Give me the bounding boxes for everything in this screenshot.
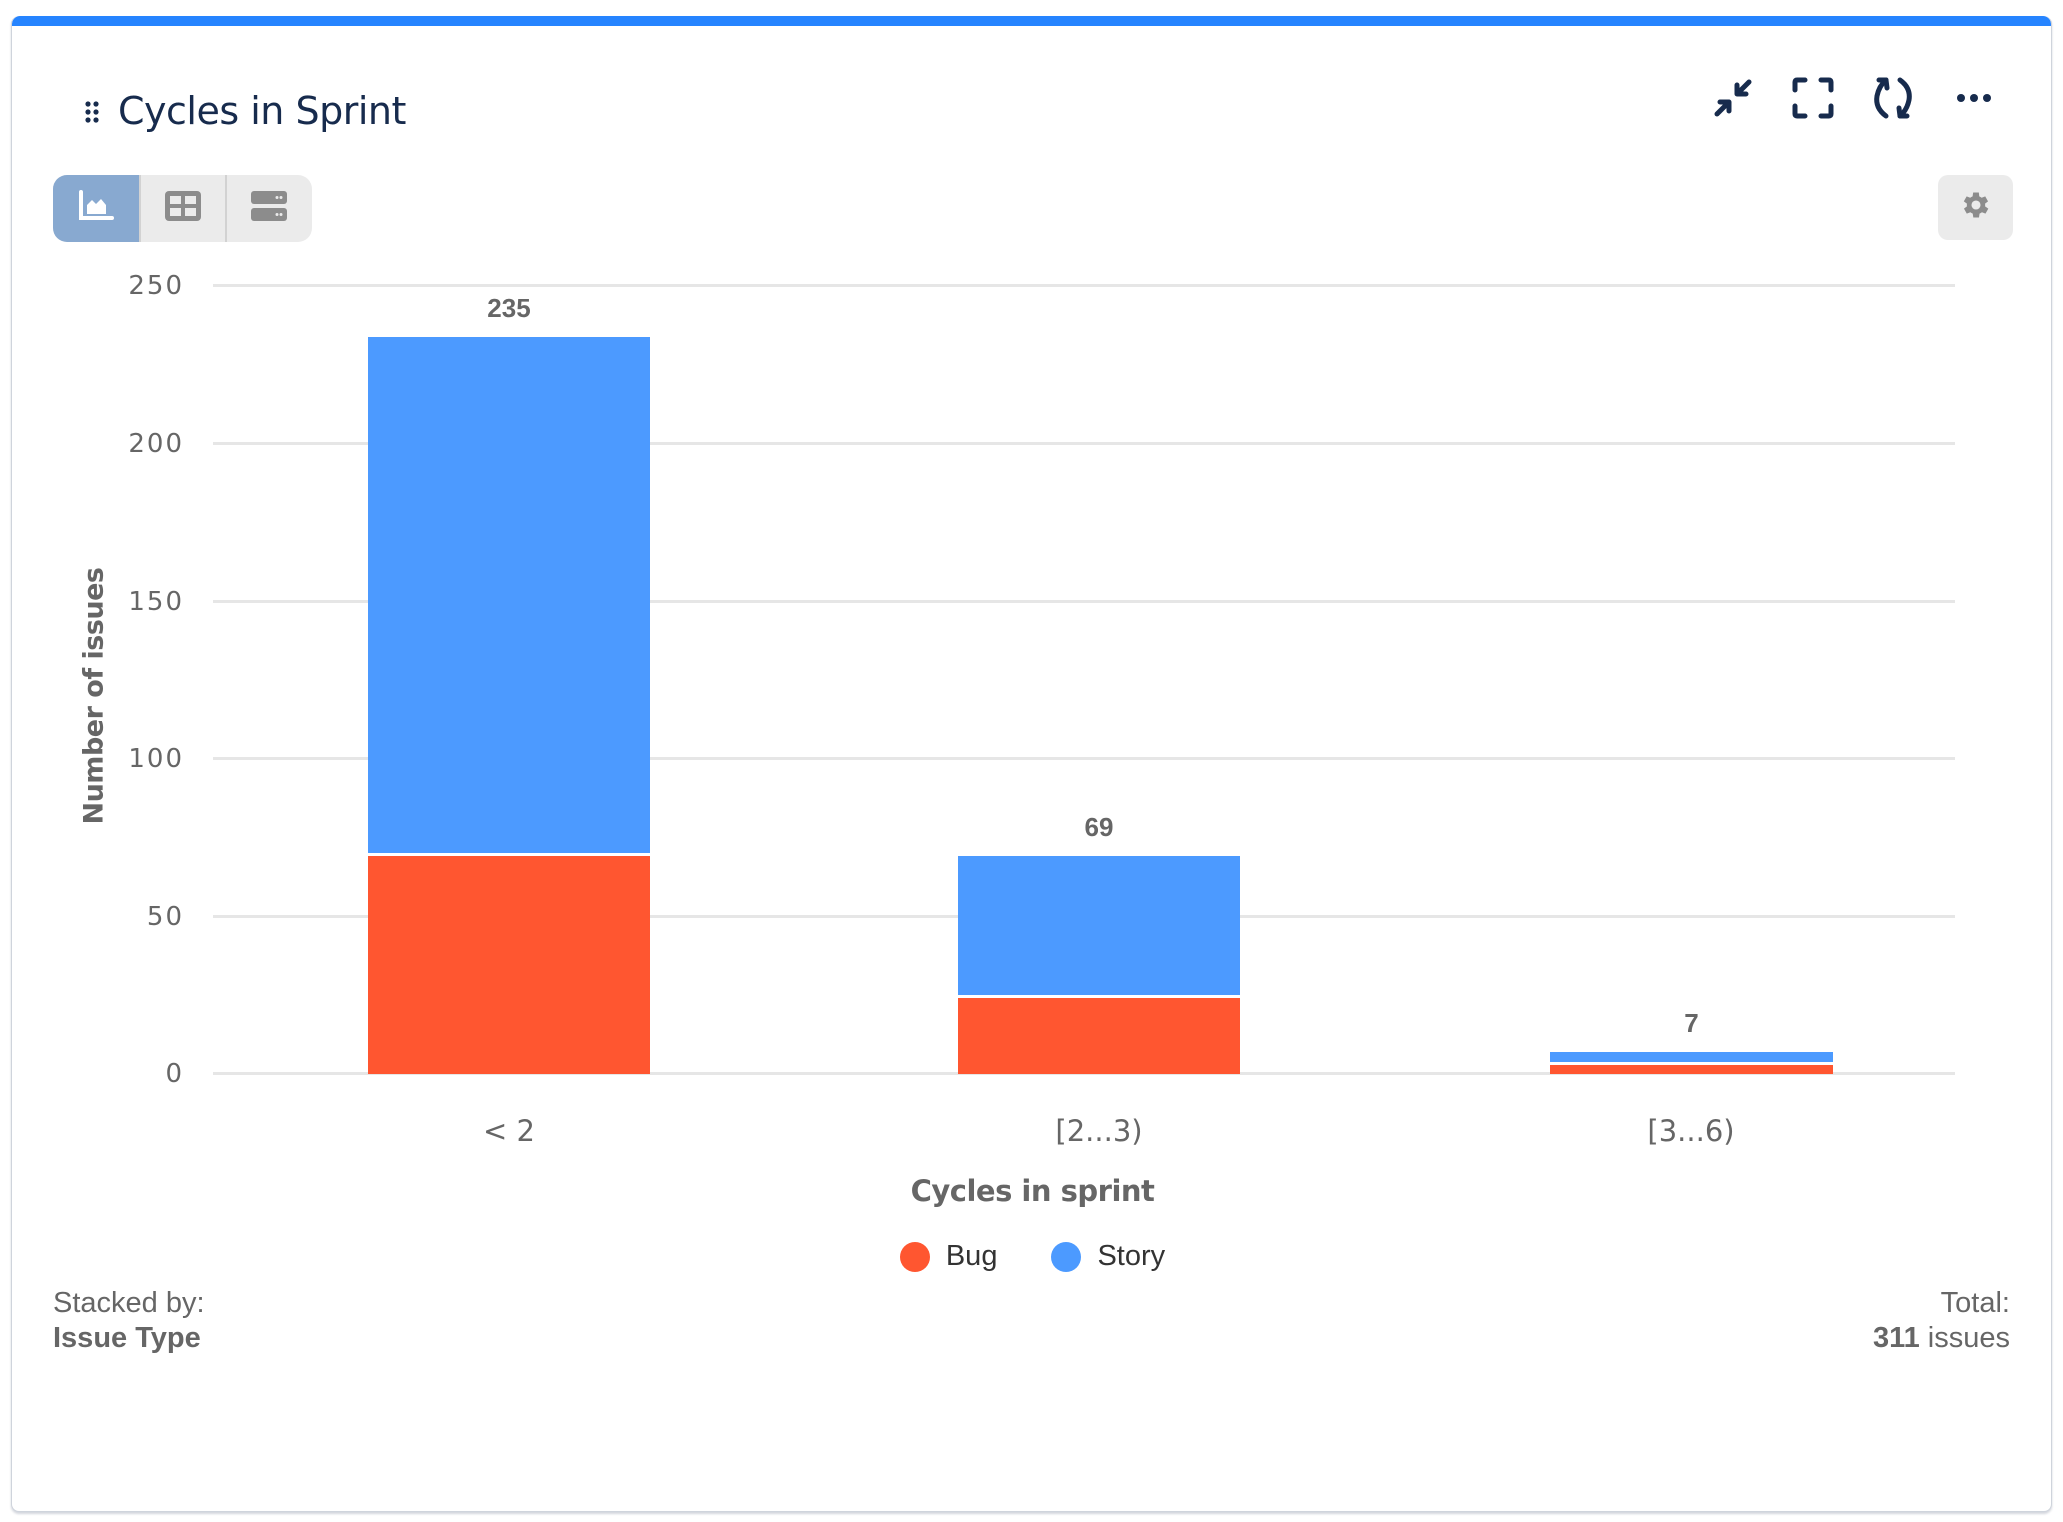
x-category-label: [3...6) (1647, 1114, 1735, 1148)
story-swatch-icon (1051, 1241, 1082, 1272)
chart-view-button[interactable] (53, 175, 139, 242)
gear-icon (1959, 188, 1993, 227)
bar-3-6[interactable]: 7 (1550, 1008, 1833, 1074)
total-info: Total: 311 issues (1873, 1286, 2010, 1356)
more-icon[interactable] (1952, 76, 1996, 120)
bar-segment-bug[interactable] (958, 998, 1240, 1074)
bar-segment-story[interactable] (368, 337, 650, 856)
stacked-by-value: Issue Type (53, 1322, 201, 1354)
legend-label: Story (1097, 1240, 1166, 1272)
bar-total-label: 235 (487, 293, 531, 323)
x-category-label: [2...3) (1055, 1114, 1143, 1148)
y-tick: 150 (128, 587, 184, 617)
bar-segment-story[interactable] (1550, 1052, 1833, 1065)
accent-bar (12, 16, 2051, 26)
bar-lt-2[interactable]: 235 (368, 293, 650, 1074)
gadget-title: Cycles in Sprint (118, 89, 406, 133)
bar-segment-bug[interactable] (1550, 1065, 1833, 1074)
settings-button[interactable] (1938, 175, 2013, 240)
y-axis-title: Number of issues (78, 567, 110, 825)
stacked-by-info: Stacked by: Issue Type (53, 1286, 205, 1356)
list-view-button[interactable] (225, 175, 311, 242)
gridline (213, 600, 1955, 603)
table-icon (165, 191, 201, 226)
drag-handle-icon[interactable] (84, 100, 100, 124)
y-tick: 250 (128, 271, 184, 301)
legend-item-story[interactable]: Story (1051, 1240, 1165, 1273)
bug-swatch-icon (899, 1241, 930, 1272)
y-tick: 200 (128, 429, 184, 459)
bar-total-label: 69 (1084, 812, 1114, 842)
y-tick: 100 (128, 744, 184, 774)
x-axis-title: Cycles in sprint (910, 1174, 1155, 1208)
area-chart-icon (78, 190, 114, 227)
legend-label: Bug (945, 1240, 998, 1272)
y-tick: 0 (165, 1059, 184, 1089)
total-label: Total: (1940, 1287, 2010, 1319)
bar-segment-story[interactable] (958, 856, 1240, 998)
gadget-card: Cycles in Sprint (11, 16, 2052, 1512)
gridline (213, 284, 1955, 287)
chart-legend: Bug Story (12, 1240, 2051, 1273)
refresh-icon[interactable] (1871, 76, 1915, 120)
gridline (213, 442, 1955, 445)
list-icon (251, 191, 287, 226)
collapse-icon[interactable] (1711, 76, 1755, 120)
y-tick: 50 (146, 902, 184, 932)
table-view-button[interactable] (139, 175, 225, 242)
total-count: 311 (1872, 1322, 1920, 1354)
x-category-label: < 2 (483, 1114, 535, 1148)
bar-segment-bug[interactable] (368, 856, 650, 1074)
stacked-by-label: Stacked by: (53, 1287, 205, 1319)
bar-2-3[interactable]: 69 (958, 812, 1240, 1074)
total-unit: issues (1919, 1322, 2010, 1354)
bar-total-label: 7 (1684, 1008, 1699, 1038)
fullscreen-icon[interactable] (1791, 76, 1835, 120)
gridline (213, 757, 1955, 760)
legend-item-bug[interactable]: Bug (899, 1240, 998, 1273)
view-toggle (53, 175, 312, 242)
